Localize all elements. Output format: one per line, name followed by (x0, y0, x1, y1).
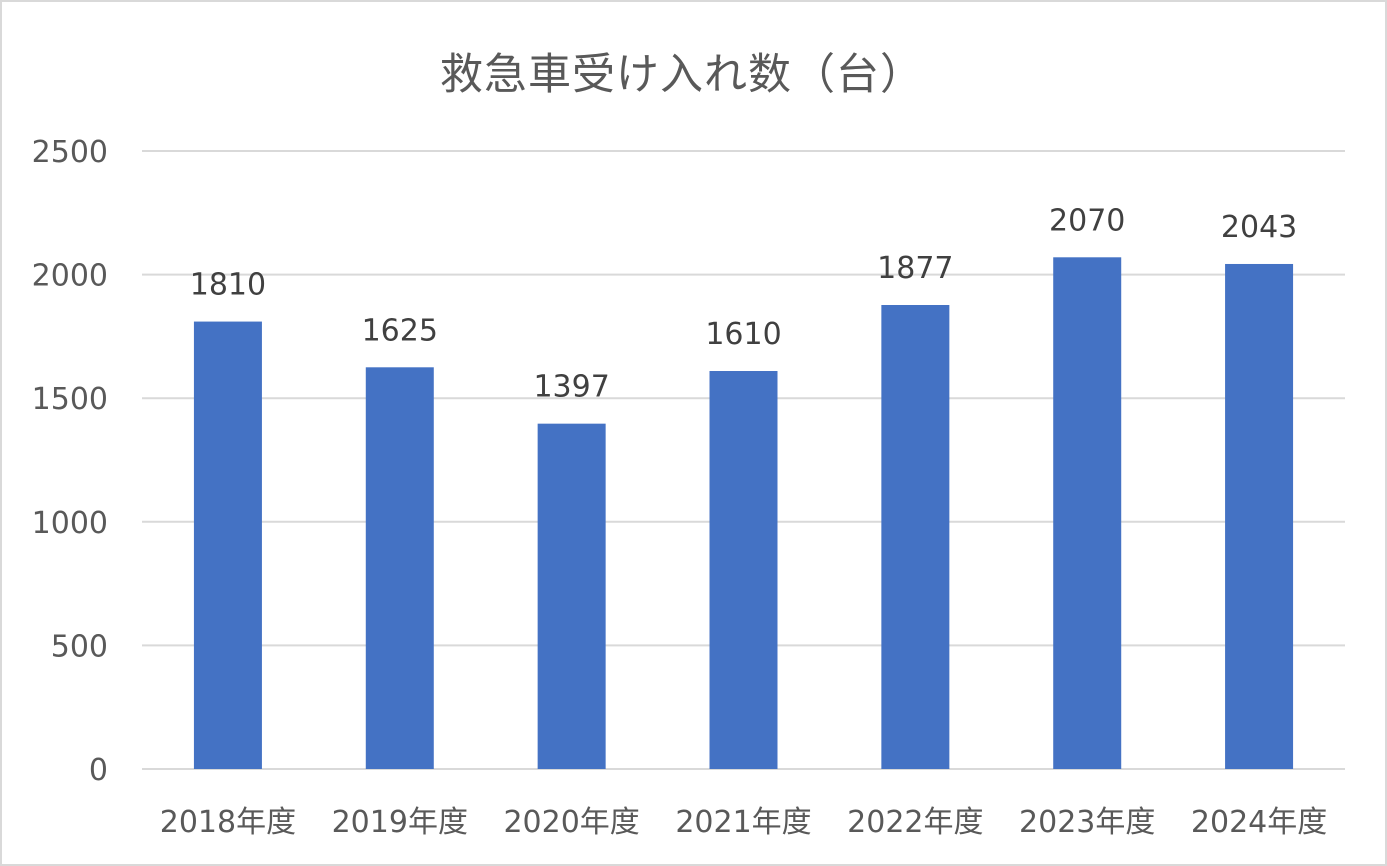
bars (193, 257, 1294, 769)
x-category-label: 2022年度 (847, 805, 983, 840)
y-tick-label: 1500 (32, 382, 108, 417)
data-label: 1625 (362, 313, 438, 348)
bar-2022年度 (881, 305, 950, 769)
chart-title: 救急車受け入れ数（台） (440, 50, 924, 100)
bar-2020年度 (537, 423, 606, 769)
bar-2024年度 (1225, 263, 1294, 769)
data-label: 1810 (190, 268, 266, 303)
x-category-label: 2019年度 (332, 805, 468, 840)
bar-2021年度 (709, 371, 778, 769)
data-label: 2043 (1221, 210, 1297, 245)
y-tick-label: 1000 (32, 506, 108, 541)
data-label: 1397 (533, 370, 609, 405)
y-tick-label: 500 (51, 629, 108, 664)
data-label: 1610 (705, 317, 781, 352)
x-axis-category-labels: 2018年度 2019年度 2020年度 2021年度 2022年度 2023年度 2024… (160, 805, 1328, 840)
x-category-label: 2020年度 (503, 805, 639, 840)
y-tick-label: 2000 (32, 259, 108, 294)
x-category-label: 2024年度 (1191, 805, 1327, 840)
x-category-label: 2018年度 (160, 805, 296, 840)
bar-2018年度 (193, 321, 262, 769)
y-tick-label: 2500 (32, 135, 108, 170)
data-label: 2070 (1049, 203, 1125, 238)
x-category-label: 2021年度 (675, 805, 811, 840)
y-tick-label: 0 (89, 753, 108, 788)
data-labels: 1810 1625 1397 1610 1877 2070 2043 (190, 203, 1298, 404)
data-label: 1877 (877, 251, 953, 286)
bar-2023年度 (1053, 257, 1122, 769)
x-category-label: 2023年度 (1019, 805, 1155, 840)
y-axis-tick-labels: 0 500 1000 1500 2000 2500 (32, 135, 108, 788)
bar-2019年度 (365, 367, 434, 769)
